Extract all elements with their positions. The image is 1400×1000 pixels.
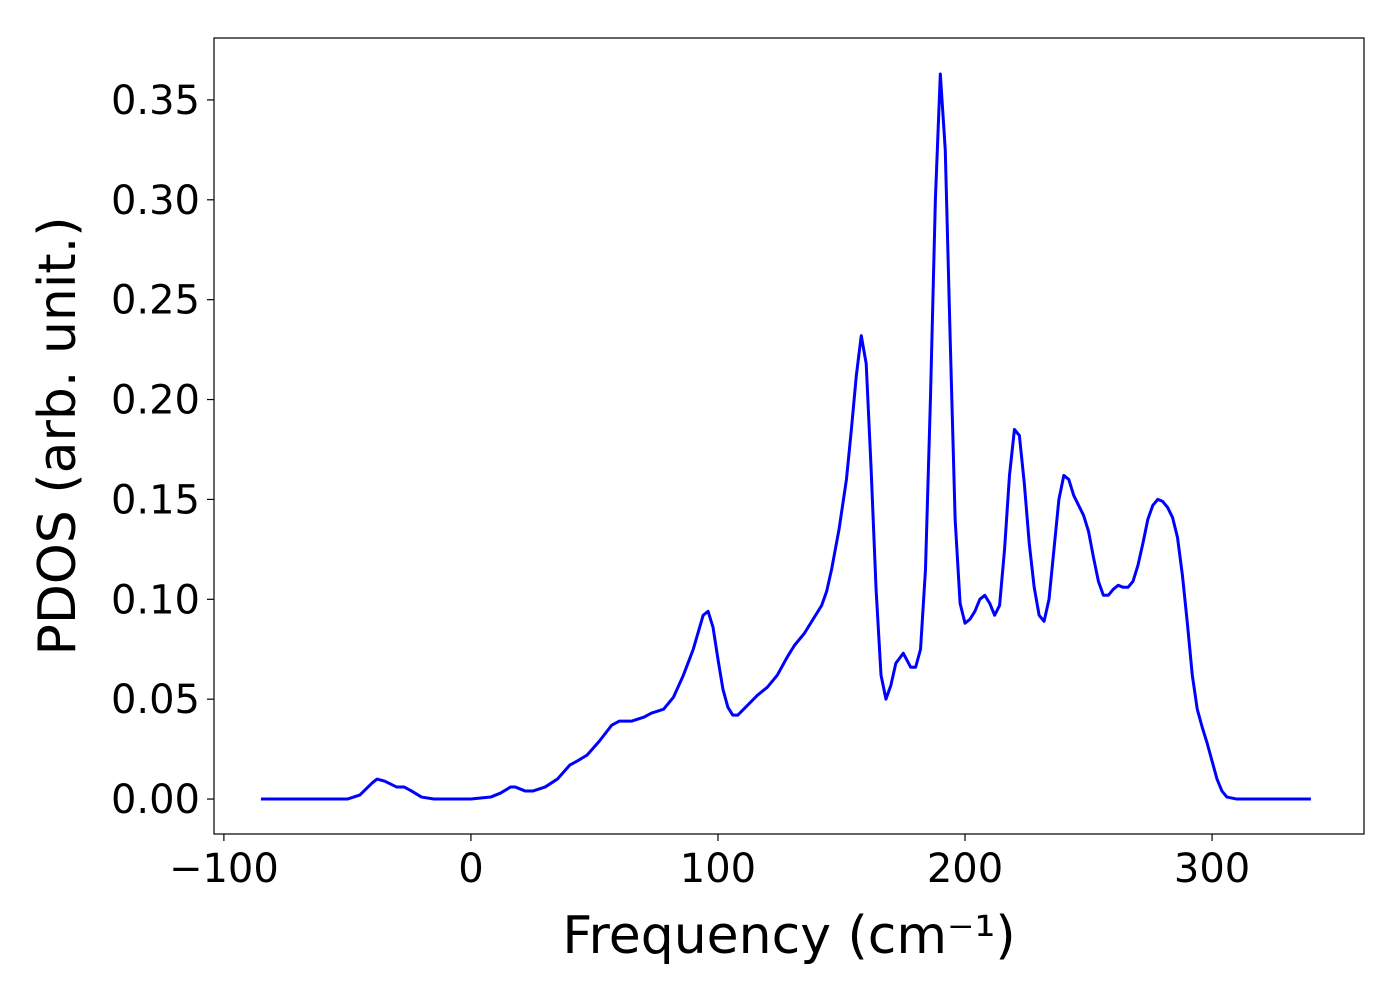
- x-tick-label: −100: [169, 846, 279, 892]
- y-tick-label: 0.20: [111, 378, 200, 424]
- y-tick-label: 0.25: [111, 278, 200, 324]
- y-axis-label: PDOS (arb. unit.): [28, 216, 88, 655]
- x-axis-label: Frequency (cm⁻¹): [562, 906, 1015, 966]
- x-tick-label: 100: [680, 846, 756, 892]
- y-tick-label: 0.35: [111, 78, 200, 124]
- y-tick-label: 0.00: [111, 777, 200, 823]
- y-tick-label: 0.15: [111, 477, 200, 523]
- y-tick-label: 0.05: [111, 677, 200, 723]
- plot-frame: [213, 37, 1365, 835]
- x-tick-label: 200: [927, 846, 1003, 892]
- x-tick-label: 300: [1174, 846, 1250, 892]
- x-tick-label: 0: [458, 846, 483, 892]
- data-line: [260, 72, 1311, 801]
- y-tick-label: 0.10: [111, 577, 200, 623]
- y-tick-label: 0.30: [111, 178, 200, 224]
